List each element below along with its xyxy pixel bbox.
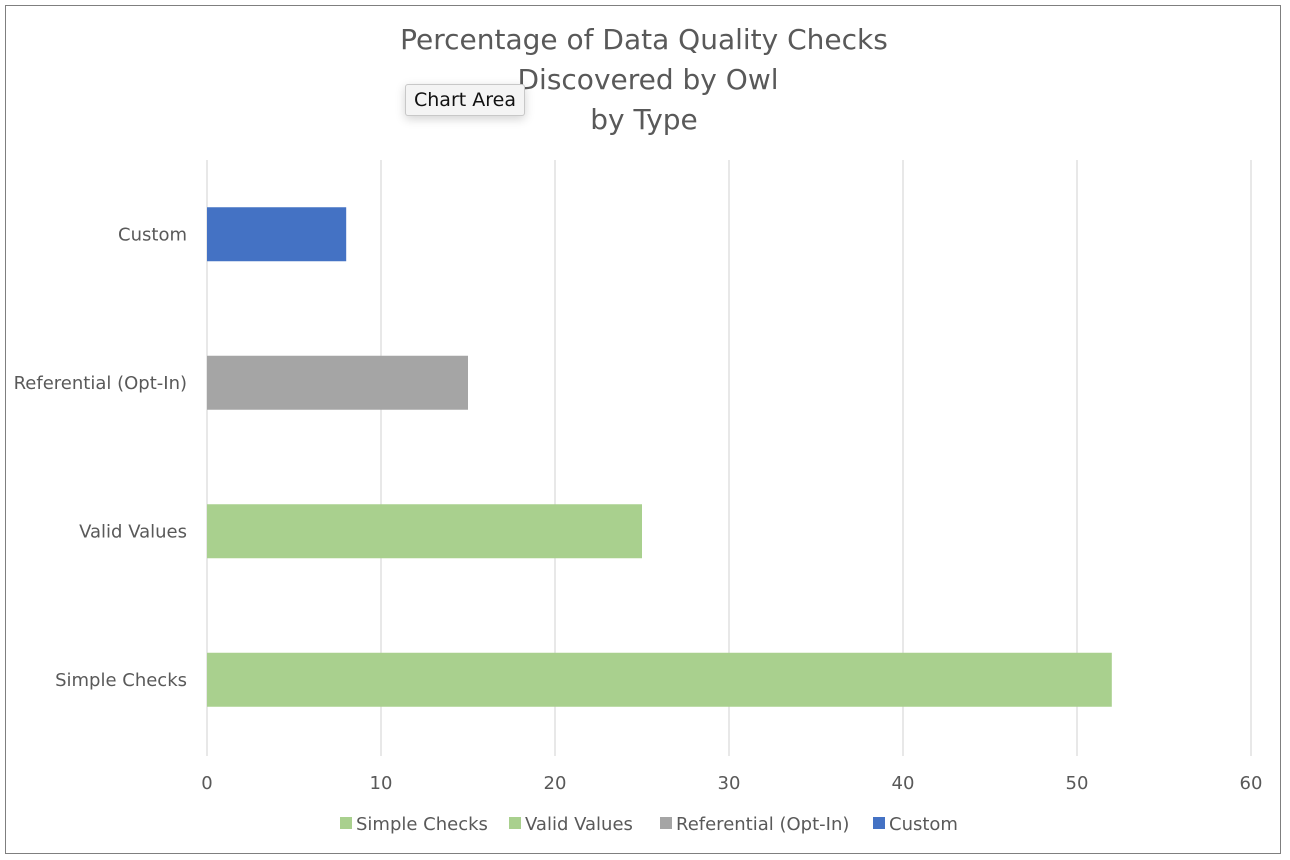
- category-label-valid-values: Valid Values: [79, 521, 187, 542]
- legend: Simple Checks Valid Values Referential (Op…: [340, 814, 958, 835]
- x-tick-label-20: 20: [544, 773, 567, 794]
- legend-swatch-simple-checks: [340, 817, 352, 829]
- bars: [207, 207, 1112, 707]
- legend-swatch-referential-opt-in: [660, 817, 672, 829]
- chart-title-line-2: Discovered by Owl: [517, 63, 778, 96]
- bar-simple-checks: [207, 652, 1112, 707]
- x-tick-label-10: 10: [370, 773, 393, 794]
- legend-label-simple-checks: Simple Checks: [356, 814, 488, 835]
- category-axis-labels: Simple Checks Valid Values Referential (Op…: [14, 224, 187, 691]
- legend-swatch-valid-values: [509, 817, 521, 829]
- value-axis-labels: 0 10 20 30 40 50 60: [201, 773, 1262, 794]
- category-label-referential-opt-in: Referential (Opt-In): [14, 373, 187, 394]
- legend-label-valid-values: Valid Values: [525, 814, 633, 835]
- bar-valid-values: [207, 504, 642, 559]
- bar-custom: [207, 207, 347, 262]
- chart-title-line-1: Percentage of Data Quality Checks: [400, 23, 888, 56]
- x-tick-label-60: 60: [1240, 773, 1263, 794]
- chart-title-line-3: by Type: [590, 103, 698, 136]
- category-label-custom: Custom: [118, 224, 187, 245]
- legend-label-referential-opt-in: Referential (Opt-In): [676, 814, 849, 835]
- x-tick-label-50: 50: [1066, 773, 1089, 794]
- x-tick-label-40: 40: [892, 773, 915, 794]
- bar-referential-opt-in: [207, 355, 468, 410]
- legend-label-custom: Custom: [889, 814, 958, 835]
- legend-swatch-custom: [873, 817, 885, 829]
- x-tick-label-0: 0: [201, 773, 212, 794]
- category-label-simple-checks: Simple Checks: [55, 670, 187, 691]
- chart-area[interactable]: [5, 5, 1281, 854]
- chart-title: Percentage of Data Quality Checks Discov…: [400, 23, 888, 136]
- chart-area-tooltip: Chart Area: [405, 84, 525, 116]
- x-tick-label-30: 30: [718, 773, 741, 794]
